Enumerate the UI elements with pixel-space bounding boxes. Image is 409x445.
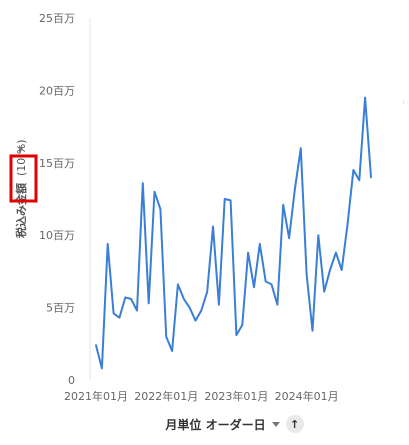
arrow-up-icon: ↑ bbox=[289, 417, 300, 431]
y-axis-title-highlight-box bbox=[9, 154, 38, 203]
x-tick-label: 2022年01月 bbox=[134, 389, 198, 403]
y-axis-title-suffix: (10 %) bbox=[15, 139, 28, 176]
x-tick-label: 2023年01月 bbox=[204, 389, 268, 403]
y-tick-label: 5百万 bbox=[46, 302, 75, 315]
x-tick-label: 2024年01月 bbox=[275, 389, 339, 403]
y-tick-label: 25百万 bbox=[39, 12, 75, 25]
y-tick-label: 20百万 bbox=[39, 84, 75, 97]
x-tick-label: 2021年01月 bbox=[64, 389, 128, 403]
triangle-right-icon[interactable] bbox=[19, 145, 23, 153]
y-tick-label: 10百万 bbox=[39, 229, 75, 242]
x-axis-title[interactable]: 月単位 オーダー日 bbox=[165, 417, 266, 432]
chevron-down-icon[interactable] bbox=[271, 421, 280, 427]
divider bbox=[403, 100, 404, 104]
y-tick-label: 0 bbox=[68, 374, 75, 387]
sort-button[interactable]: ↑ bbox=[285, 415, 304, 433]
y-tick-labels: 25百万 20百万 15百万 10百万 5百万 0 bbox=[39, 12, 75, 387]
y-tick-label: 15百万 bbox=[39, 157, 75, 170]
x-axis-title-row: 月単位 オーダー日 ↑ bbox=[0, 413, 409, 435]
x-tick-labels: 2021年01月 2022年01月 2023年01月 2024年01月 bbox=[64, 389, 339, 403]
y-axis-title-text: 税込み金額 bbox=[14, 183, 28, 238]
y-axis-title[interactable]: 税込み金額 (10 %) bbox=[14, 139, 28, 238]
series-line bbox=[95, 96, 372, 370]
